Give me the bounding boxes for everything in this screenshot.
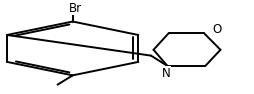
Text: O: O: [212, 23, 221, 36]
Text: Br: Br: [69, 2, 82, 15]
Text: N: N: [162, 67, 170, 80]
